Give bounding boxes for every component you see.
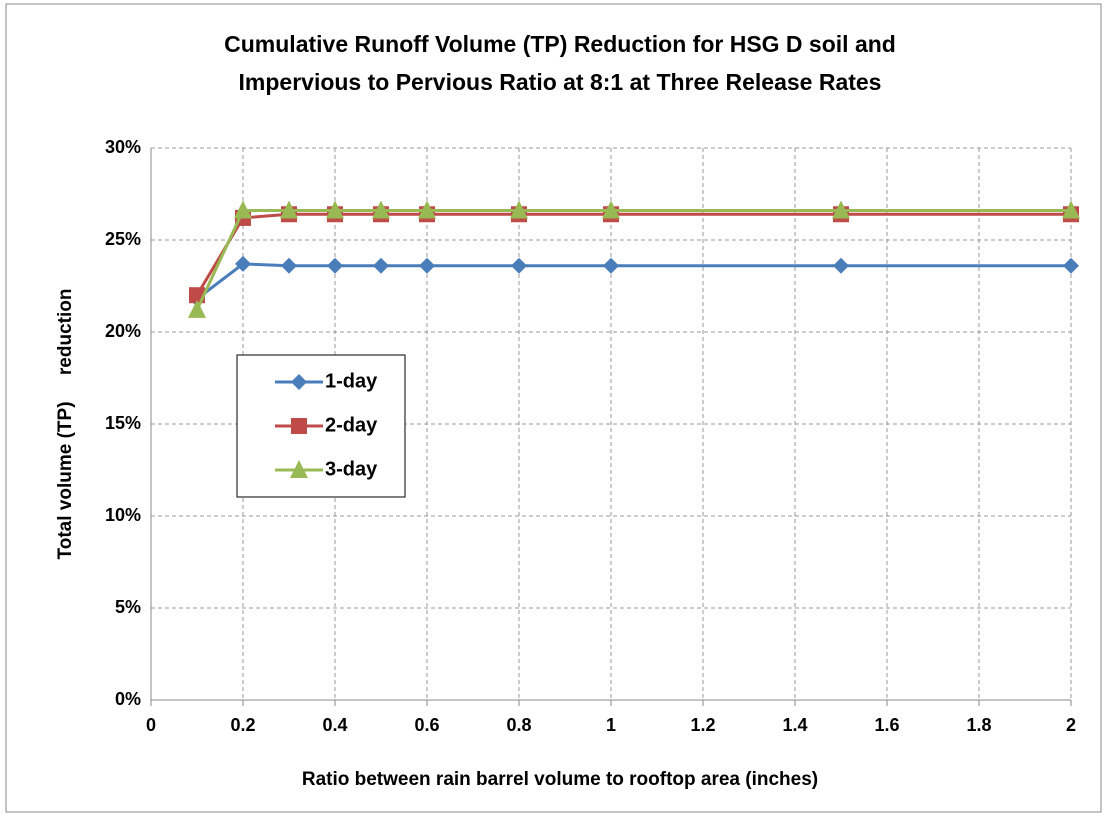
series-line [195, 212, 1071, 296]
marker [281, 257, 297, 274]
x-tick-label: 1.4 [782, 715, 807, 735]
x-tick-label: 0.8 [506, 715, 531, 735]
marker [603, 257, 619, 274]
marker [326, 200, 344, 219]
marker [291, 374, 307, 390]
y-tick-label: 15% [105, 413, 141, 433]
x-tick-label: 1.2 [690, 715, 715, 735]
legend-label: 3-day [325, 458, 378, 480]
x-tick-label: 1.8 [966, 715, 991, 735]
y-tick-label: 10% [105, 505, 141, 525]
marker [1062, 200, 1080, 219]
y-tick-label: 30% [105, 137, 141, 157]
marker [833, 257, 849, 274]
marker [234, 200, 252, 219]
x-axis-label: Ratio between rain barrel volume to roof… [302, 769, 818, 790]
marker [510, 200, 528, 219]
marker [602, 200, 620, 219]
marker [280, 200, 298, 219]
x-tick-label: 0 [146, 715, 156, 735]
y-axis-label: Total volume (TP) reduction [55, 289, 76, 560]
y-tick-label: 0% [115, 689, 141, 709]
chart-border [5, 3, 1102, 813]
x-tick-label: 0.4 [322, 715, 347, 735]
legend-label: 2-day [325, 414, 378, 436]
x-tick-label: 0.2 [230, 715, 255, 735]
marker [418, 200, 436, 219]
series-line [195, 209, 1071, 311]
y-tick-label: 25% [105, 229, 141, 249]
legend-label: 1-day [325, 370, 378, 392]
series-line [196, 262, 1071, 301]
marker [373, 257, 389, 274]
chart-title: Impervious to Pervious Ratio at 8:1 at T… [239, 69, 882, 95]
marker [291, 418, 307, 434]
marker [188, 299, 206, 318]
marker [372, 200, 390, 219]
y-tick-label: 5% [115, 597, 141, 617]
y-tick-label: 20% [105, 321, 141, 341]
chart-title: Cumulative Runoff Volume (TP) Reduction … [224, 31, 896, 57]
marker [419, 257, 435, 274]
marker [290, 460, 308, 478]
x-tick-label: 0.6 [414, 715, 439, 735]
marker [1063, 257, 1079, 274]
marker [511, 257, 527, 274]
x-tick-label: 1 [606, 715, 616, 735]
marker [832, 200, 850, 219]
x-tick-label: 2 [1066, 715, 1076, 735]
marker [235, 255, 251, 272]
marker [327, 257, 343, 274]
x-tick-label: 1.6 [874, 715, 899, 735]
